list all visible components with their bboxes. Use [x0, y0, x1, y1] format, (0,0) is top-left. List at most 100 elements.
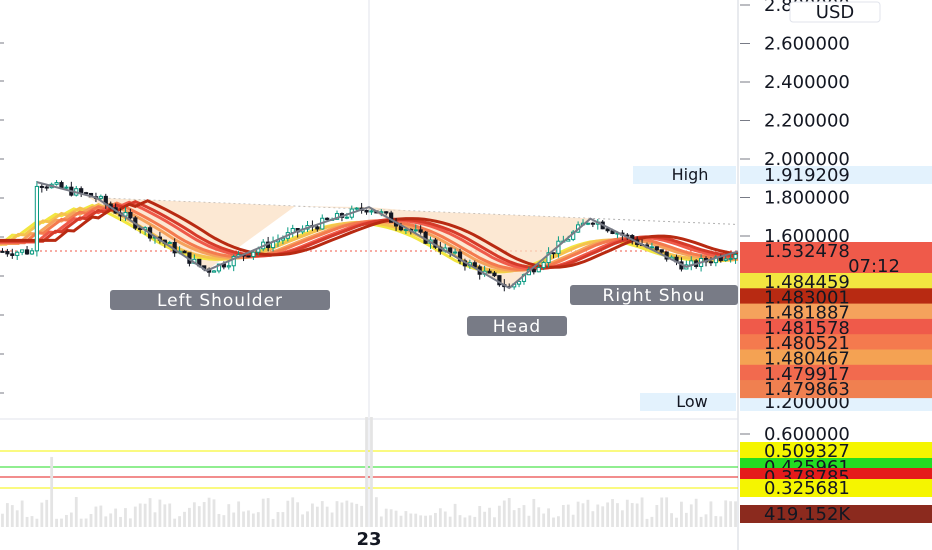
volume-bar	[306, 511, 309, 527]
volume-bar	[173, 518, 177, 527]
pattern-label-box	[467, 316, 567, 336]
candle-body	[516, 280, 522, 285]
last-price: 1.532478	[764, 241, 850, 262]
volume-label-box	[740, 505, 932, 523]
candle-body	[44, 186, 49, 189]
volume-bar	[178, 516, 181, 527]
volume-bar	[207, 497, 211, 527]
high-label-box	[633, 166, 736, 184]
volume-bar	[419, 515, 423, 527]
volume-bar	[527, 515, 531, 527]
volume-bar	[124, 508, 127, 527]
candle-body	[211, 270, 217, 273]
candle-body	[64, 186, 69, 189]
volume-bar	[561, 504, 565, 527]
volume-bar	[296, 502, 300, 527]
volume-bar	[217, 513, 221, 527]
candle-body	[585, 222, 591, 225]
moving-average-line	[0, 199, 739, 269]
candle-body	[536, 267, 541, 273]
countdown-box	[740, 258, 932, 274]
candle-body	[226, 265, 231, 268]
volume-bar	[586, 499, 590, 527]
volume-bar	[714, 516, 718, 527]
candle-body	[5, 250, 10, 255]
volume-bar	[414, 513, 418, 527]
volume-bar	[55, 518, 58, 527]
volume-bar	[409, 513, 413, 527]
volume-bar	[340, 502, 344, 527]
candle-body	[79, 188, 84, 194]
volume-bar	[291, 497, 295, 527]
volume-bar	[1, 513, 4, 527]
volume-bar	[581, 503, 585, 527]
volume-bar	[680, 501, 683, 527]
volume-bar	[404, 511, 408, 527]
y-tick-label: 2.000000	[764, 149, 850, 170]
volume-bar	[84, 518, 88, 527]
y-tick-label: 2.200000	[764, 111, 850, 132]
y-tick-label: 1.800000	[764, 188, 850, 209]
price-tag-box	[740, 288, 932, 307]
volume-bar	[242, 511, 245, 527]
candle-body	[251, 251, 256, 257]
candle-body	[315, 226, 320, 230]
x-tick-label: 23	[356, 529, 381, 550]
volume-bar	[458, 515, 462, 527]
volume-bar	[478, 506, 482, 527]
volume-bar	[453, 503, 457, 527]
candle-body	[128, 211, 133, 219]
volume-bar	[424, 515, 427, 527]
pattern-label-box	[110, 290, 330, 310]
high-label: High	[672, 165, 709, 184]
volume-bar	[286, 500, 290, 527]
volume-bar	[729, 501, 733, 527]
pattern-zigzag	[36, 181, 739, 290]
price-tag: 1.479917	[764, 364, 850, 385]
volume-bar	[281, 512, 285, 527]
low-label: Low	[676, 392, 708, 411]
candle-body	[231, 256, 236, 267]
volume-bar	[591, 511, 595, 527]
candle-body	[54, 182, 59, 185]
countdown: 07:12	[848, 256, 900, 277]
pattern-label: Head	[493, 317, 541, 337]
volume-bar	[497, 505, 501, 527]
price-tag-box	[740, 334, 932, 353]
indicator-tick-label: 0.600000	[764, 424, 850, 445]
price-tag: 1.481578	[764, 318, 850, 339]
price-tag-box	[740, 380, 932, 399]
candle-body	[649, 246, 654, 249]
volume-bar	[40, 502, 44, 527]
candle-body	[723, 258, 728, 261]
volume-bar	[719, 516, 723, 527]
candle-body	[182, 250, 187, 254]
volume-bar	[601, 506, 605, 527]
volume-bar	[335, 501, 339, 527]
volume-bar	[429, 515, 432, 527]
volume-bar	[620, 510, 624, 527]
low-label-box	[640, 393, 736, 411]
volume-bar	[532, 498, 536, 527]
volume-bar	[493, 517, 496, 527]
price-tag: 1.480467	[764, 349, 850, 370]
candle-body	[487, 270, 492, 274]
volume-bar	[183, 511, 186, 527]
pattern-label-box	[570, 285, 738, 305]
volume-bar	[266, 498, 270, 527]
candle-body	[708, 261, 714, 264]
indicator-tag-box	[740, 479, 932, 497]
candle-body	[364, 209, 369, 213]
pattern-shade	[295, 206, 414, 211]
candle-body	[34, 185, 39, 252]
volume-bar	[168, 503, 172, 527]
candle-body	[453, 251, 458, 254]
candle-body	[20, 249, 25, 253]
price-tag-box	[740, 364, 932, 383]
volume-bar	[261, 498, 265, 527]
candle-body	[384, 211, 389, 214]
volume-label: 419.152K	[764, 504, 851, 525]
volume-bar	[114, 508, 118, 527]
